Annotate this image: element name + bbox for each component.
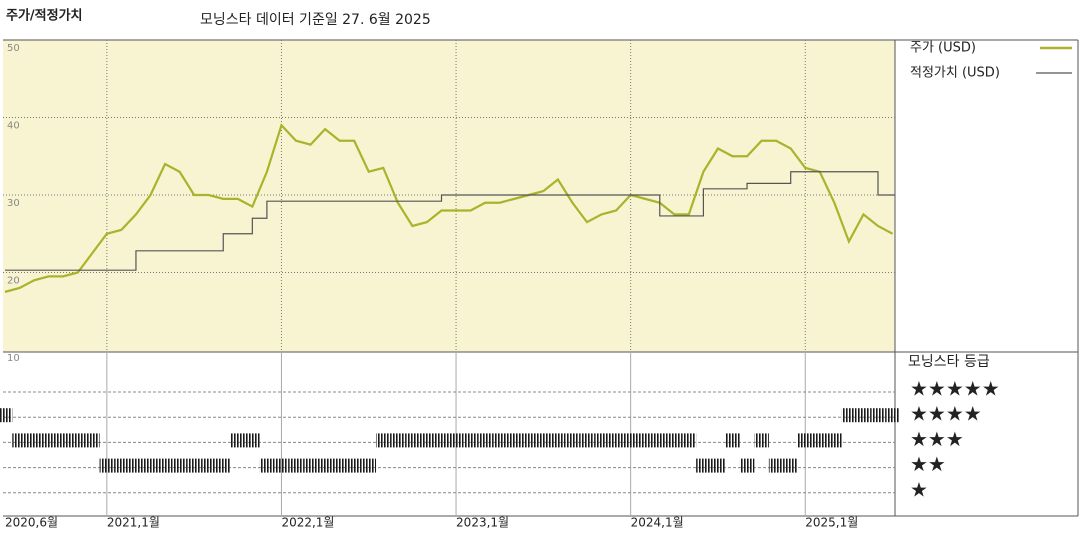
rating-bar: [667, 433, 682, 448]
x-tick-label: 2024,1월: [631, 516, 684, 530]
rating-bar: [463, 433, 478, 448]
rating-bar: [346, 458, 362, 473]
rating-bar: [841, 408, 857, 423]
y-tick-label: 20: [7, 276, 20, 287]
chart-subtitle: 모닝스타 데이터 기준일 27. 6월 2025: [200, 12, 431, 28]
rating-bar: [885, 408, 900, 423]
rating-bar: [41, 433, 56, 448]
rating-bar: [812, 433, 828, 448]
rating-bar: [856, 408, 871, 423]
rating-level-label: ★★★★★: [910, 377, 1000, 401]
rating-bar: [536, 433, 551, 448]
rating-bar: [26, 433, 42, 448]
plot-background: [3, 40, 895, 352]
rating-bar: [332, 458, 347, 473]
rating-bar: [85, 433, 100, 448]
rating-bar: [637, 433, 653, 448]
rating-bar: [623, 433, 638, 448]
rating-bar: [157, 458, 173, 473]
rating-bar: [448, 433, 464, 448]
x-tick-label: 2022,1월: [281, 516, 334, 530]
legend-label: 적정가치 (USD): [910, 66, 1000, 81]
rating-bar: [186, 458, 202, 473]
x-tick-label: 2021,1월: [107, 516, 160, 530]
frame: [3, 39, 1079, 517]
rating-bar: [376, 433, 391, 448]
rating-title: 모닝스타 등급: [908, 354, 990, 370]
rating-bar: [143, 458, 158, 473]
rating-bar: [259, 458, 275, 473]
rating-level-label: ★★: [910, 452, 946, 476]
chart-title: 주가/적정가치: [6, 8, 83, 24]
rating-bar: [55, 433, 71, 448]
rating-bar: [768, 458, 784, 473]
x-tick-label: 2020,6월: [5, 516, 58, 530]
rating-bar: [579, 433, 595, 448]
rating-bar: [361, 458, 377, 473]
rating-bar: [390, 433, 406, 448]
rating-bar: [274, 458, 289, 473]
rating-bar: [870, 408, 886, 423]
y-tick-label: 50: [7, 43, 20, 54]
rating-bar: [70, 433, 86, 448]
legend-label: 주가 (USD): [910, 41, 976, 56]
rating-bar: [521, 433, 537, 448]
rating-bar: [506, 433, 522, 448]
rating-level-label: ★: [910, 477, 928, 501]
y-tick-label: 10: [7, 353, 20, 364]
rating-bar: [477, 433, 493, 448]
rating-bar: [550, 433, 566, 448]
rating-bar: [215, 458, 231, 473]
rating-bar: [419, 433, 435, 448]
rating-bar: [12, 433, 27, 448]
rating-bar: [681, 433, 697, 448]
rating-bar: [565, 433, 580, 448]
rating-bar: [405, 433, 420, 448]
rating-bar: [114, 458, 129, 473]
series-line: [4, 123, 894, 293]
rating-bar: [0, 408, 13, 423]
rating-bar: [434, 433, 449, 448]
series-line: [5, 171, 895, 271]
rating-bar: [783, 458, 798, 473]
x-tick-label: 2025,1월: [805, 516, 858, 530]
rating-bar: [172, 458, 187, 473]
rating-bar: [652, 433, 668, 448]
rating-bar: [288, 458, 304, 473]
rating-bar: [230, 433, 246, 448]
rating-level-label: ★★★★: [910, 402, 982, 426]
rating-level-label: ★★★: [910, 427, 964, 451]
y-tick-label: 40: [7, 121, 20, 132]
rating-bar: [797, 433, 813, 448]
rating-bar: [317, 458, 333, 473]
rating-bar: [710, 458, 726, 473]
rating-bar: [492, 433, 507, 448]
rating-bar: [99, 458, 115, 473]
rating-bar: [608, 433, 624, 448]
y-tick-label: 30: [7, 198, 20, 209]
rating-bar: [696, 458, 711, 473]
rating-bar: [245, 433, 260, 448]
rating-bar: [725, 433, 740, 448]
rating-bar: [303, 458, 318, 473]
x-tick-label: 2023,1월: [456, 516, 509, 530]
rating-bar: [739, 458, 755, 473]
rating-bar: [201, 458, 216, 473]
rating-bar: [594, 433, 609, 448]
rating-bar: [827, 433, 842, 448]
rating-bar: [128, 458, 144, 473]
rating-bar: [754, 433, 769, 448]
